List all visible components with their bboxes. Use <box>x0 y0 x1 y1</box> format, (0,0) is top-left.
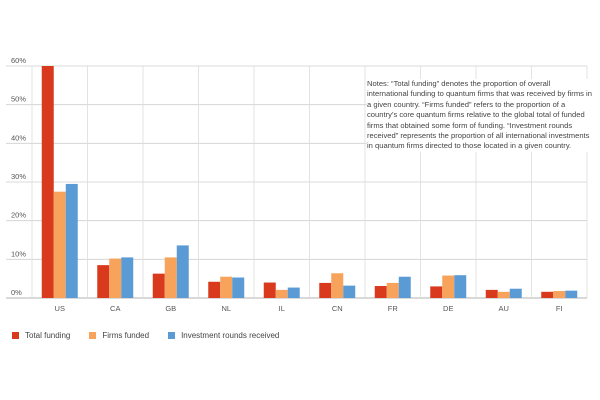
bar-au-firms-funded <box>497 291 510 298</box>
bar-fi-investment-rounds-received <box>565 290 578 298</box>
x-tick-label-au: AU <box>499 304 509 313</box>
bar-gb-investment-rounds-received <box>176 245 189 298</box>
chart-notes-annotation: Notes: “Total funding” denotes the propo… <box>367 79 592 152</box>
bar-nl-investment-rounds-received <box>232 277 245 298</box>
legend-label-total-funding: Total funding <box>25 331 71 340</box>
y-tick-label-0: 0% <box>11 288 22 297</box>
y-tick-label-50: 50% <box>11 95 26 104</box>
legend-label-investment-rounds: Investment rounds received <box>181 331 280 340</box>
bar-fr-investment-rounds-received <box>398 276 411 298</box>
chart-legend: Total funding Firms funded Investment ro… <box>12 331 298 340</box>
x-tick-label-fi: FI <box>556 304 563 313</box>
bar-cn-investment-rounds-received <box>343 285 356 298</box>
bar-de-investment-rounds-received <box>454 275 467 298</box>
legend-swatch-firms-funded <box>89 332 97 339</box>
legend-item-investment-rounds: Investment rounds received <box>168 331 279 340</box>
y-tick-label-10: 10% <box>11 249 26 258</box>
bar-cn-firms-funded <box>331 273 344 298</box>
bar-de-firms-funded <box>442 275 455 298</box>
x-tick-label-gb: GB <box>165 304 176 313</box>
x-tick-label-us: US <box>55 304 65 313</box>
axis-layer: 0% 10% 20% 30% 40% 50% 60% US CA GB NL IL CN FR DE AU FI <box>11 56 563 313</box>
grid-layer <box>6 65 588 299</box>
x-tick-label-de: DE <box>443 304 453 313</box>
bar-de-total-funding <box>430 286 443 298</box>
y-tick-label-30: 30% <box>11 172 26 181</box>
bar-il-firms-funded <box>275 289 288 298</box>
bar-fi-firms-funded <box>553 291 566 298</box>
x-tick-label-ca: CA <box>110 304 120 313</box>
bar-us-investment-rounds-received <box>65 183 78 298</box>
bar-fr-total-funding <box>374 286 387 298</box>
bar-layer <box>41 66 578 298</box>
bar-nl-total-funding <box>208 281 221 298</box>
bar-ca-firms-funded <box>109 258 122 298</box>
bar-au-total-funding <box>485 289 498 298</box>
bar-fr-firms-funded <box>386 282 399 298</box>
bar-ca-total-funding <box>97 265 110 298</box>
bar-au-investment-rounds-received <box>509 288 522 298</box>
legend-label-firms-funded: Firms funded <box>102 331 150 340</box>
x-tick-label-fr: FR <box>388 304 399 313</box>
y-tick-label-60: 60% <box>11 56 26 65</box>
bar-nl-firms-funded <box>220 276 233 298</box>
bar-gb-total-funding <box>152 273 165 298</box>
x-tick-label-nl: NL <box>221 304 231 313</box>
y-tick-label-40: 40% <box>11 133 26 142</box>
legend-item-total-funding: Total funding <box>12 331 70 340</box>
bar-il-investment-rounds-received <box>287 287 300 298</box>
x-tick-label-cn: CN <box>332 304 343 313</box>
x-tick-label-il: IL <box>279 304 285 313</box>
bar-gb-firms-funded <box>164 257 177 298</box>
bar-ca-investment-rounds-received <box>121 257 134 298</box>
bar-fi-total-funding <box>541 291 554 298</box>
legend-swatch-investment-rounds <box>168 332 176 339</box>
y-tick-label-20: 20% <box>11 211 26 220</box>
legend-swatch-total-funding <box>12 332 19 339</box>
bar-il-total-funding <box>263 282 276 298</box>
bar-us-firms-funded <box>53 191 66 298</box>
bar-cn-total-funding <box>319 282 332 298</box>
bar-us-total-funding <box>41 66 54 298</box>
legend-item-firms-funded: Firms funded <box>89 331 149 340</box>
